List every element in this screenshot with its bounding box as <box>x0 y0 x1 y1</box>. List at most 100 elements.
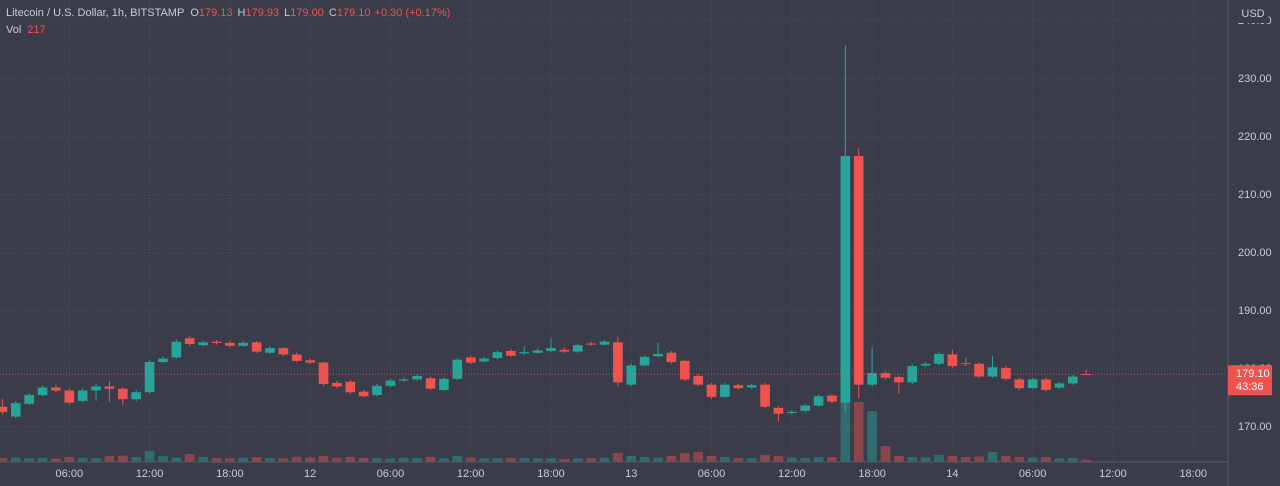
volume-bar <box>91 458 101 462</box>
volume-bar <box>920 457 931 462</box>
volume-bar <box>1067 458 1078 462</box>
volume-bar <box>853 402 864 462</box>
volume-bar <box>372 458 382 462</box>
volume-bar <box>800 458 811 462</box>
volume-bar <box>1081 459 1091 462</box>
volume-bar <box>1027 457 1038 462</box>
candle-body <box>465 357 476 363</box>
ohlc-key: C <box>329 7 337 19</box>
volume-bar <box>345 457 356 462</box>
volume-bar <box>626 456 637 462</box>
candle-body <box>613 342 623 383</box>
volume-bar <box>318 456 329 462</box>
volume-bar <box>506 457 516 462</box>
candle-body <box>720 384 730 397</box>
y-tick-label: 220.00 <box>1238 131 1272 143</box>
candle-body <box>773 407 784 414</box>
volume-bar <box>787 457 797 462</box>
volume-bar <box>492 458 503 462</box>
candle-body <box>452 359 463 379</box>
candle-layer <box>0 45 1228 422</box>
volume-bar <box>894 456 904 462</box>
ohlc-value: 179.93 <box>245 7 279 19</box>
legend-header: Litecoin / U.S. Dollar, 1h, BITSTAMP O179… <box>6 7 450 36</box>
candle-body <box>104 386 115 389</box>
volume-bar <box>278 458 289 462</box>
countdown-label: 43:36 <box>1236 381 1264 393</box>
candle-body <box>305 360 315 363</box>
candle-body <box>131 392 142 400</box>
y-tick-label: 210.00 <box>1238 189 1272 201</box>
x-tick-label: 12:00 <box>457 468 485 480</box>
candle-body <box>947 354 958 367</box>
volume-bar <box>198 456 208 462</box>
candle-body <box>787 411 797 414</box>
candle-body <box>706 384 717 397</box>
volume-bar <box>947 456 958 462</box>
volume-bar <box>827 457 837 462</box>
volume-bar <box>0 458 8 462</box>
volume-bar <box>51 458 61 462</box>
volume-title: Vol <box>6 24 21 36</box>
x-tick-label: 14 <box>946 468 958 480</box>
y-tick-label: 200.00 <box>1238 247 1272 259</box>
volume-bar <box>332 457 342 462</box>
price-tag <box>1228 365 1272 396</box>
candle-body <box>372 385 382 396</box>
volume-bar <box>960 457 971 462</box>
volume-bar <box>358 458 369 462</box>
candle-body <box>559 349 570 352</box>
candle-body <box>586 343 596 345</box>
candle-body <box>867 373 877 385</box>
x-tick-label: 13 <box>625 468 637 480</box>
volume-bar <box>144 451 155 462</box>
candle-body <box>960 363 971 365</box>
price-tag-label: 179.10 <box>1236 368 1270 380</box>
candle-body <box>345 381 356 393</box>
volume-bar <box>1054 458 1065 462</box>
candle-body <box>532 350 543 353</box>
volume-bar <box>773 456 784 462</box>
candle-body <box>693 375 703 385</box>
candle-body <box>425 378 436 389</box>
candle-body <box>679 360 690 380</box>
volume-bar <box>305 457 315 462</box>
volume-value: 217 <box>27 24 45 36</box>
volume-bar <box>519 458 530 462</box>
volume-legend: Vol 217 <box>6 24 46 36</box>
x-tick-label: 06:00 <box>1019 468 1047 480</box>
volume-bar <box>479 458 489 462</box>
volume-bar <box>639 457 650 462</box>
candle-body <box>1067 376 1078 384</box>
volume-bar <box>613 453 623 462</box>
candle-body <box>0 406 8 412</box>
candle-body <box>853 156 864 385</box>
candle-body <box>639 356 650 366</box>
change: +0.30 (+0.17%) <box>375 7 451 19</box>
candle-body <box>265 348 275 353</box>
ohlc-key: O <box>190 7 199 19</box>
x-tick-label: 18:00 <box>216 468 244 480</box>
volume-bar <box>465 457 476 462</box>
volume-bar <box>586 458 596 462</box>
volume-bar <box>974 456 984 462</box>
volume-bar <box>1041 457 1051 462</box>
candle-body <box>479 358 489 362</box>
volume-bar <box>439 458 449 462</box>
volume-bar <box>104 456 115 462</box>
volume-bar <box>733 458 744 462</box>
candle-body <box>546 348 556 352</box>
volume-bar <box>987 452 998 462</box>
volume-bar <box>679 453 690 462</box>
candle-body <box>412 375 422 380</box>
candle-body <box>506 351 516 356</box>
y-tick-label: 190.00 <box>1238 305 1272 317</box>
currency-box <box>1238 5 1268 23</box>
candle-body <box>91 386 101 391</box>
x-tick-label: 06:00 <box>377 468 405 480</box>
volume-bar <box>10 457 21 462</box>
candle-body <box>653 353 663 357</box>
candle-body <box>666 352 677 363</box>
